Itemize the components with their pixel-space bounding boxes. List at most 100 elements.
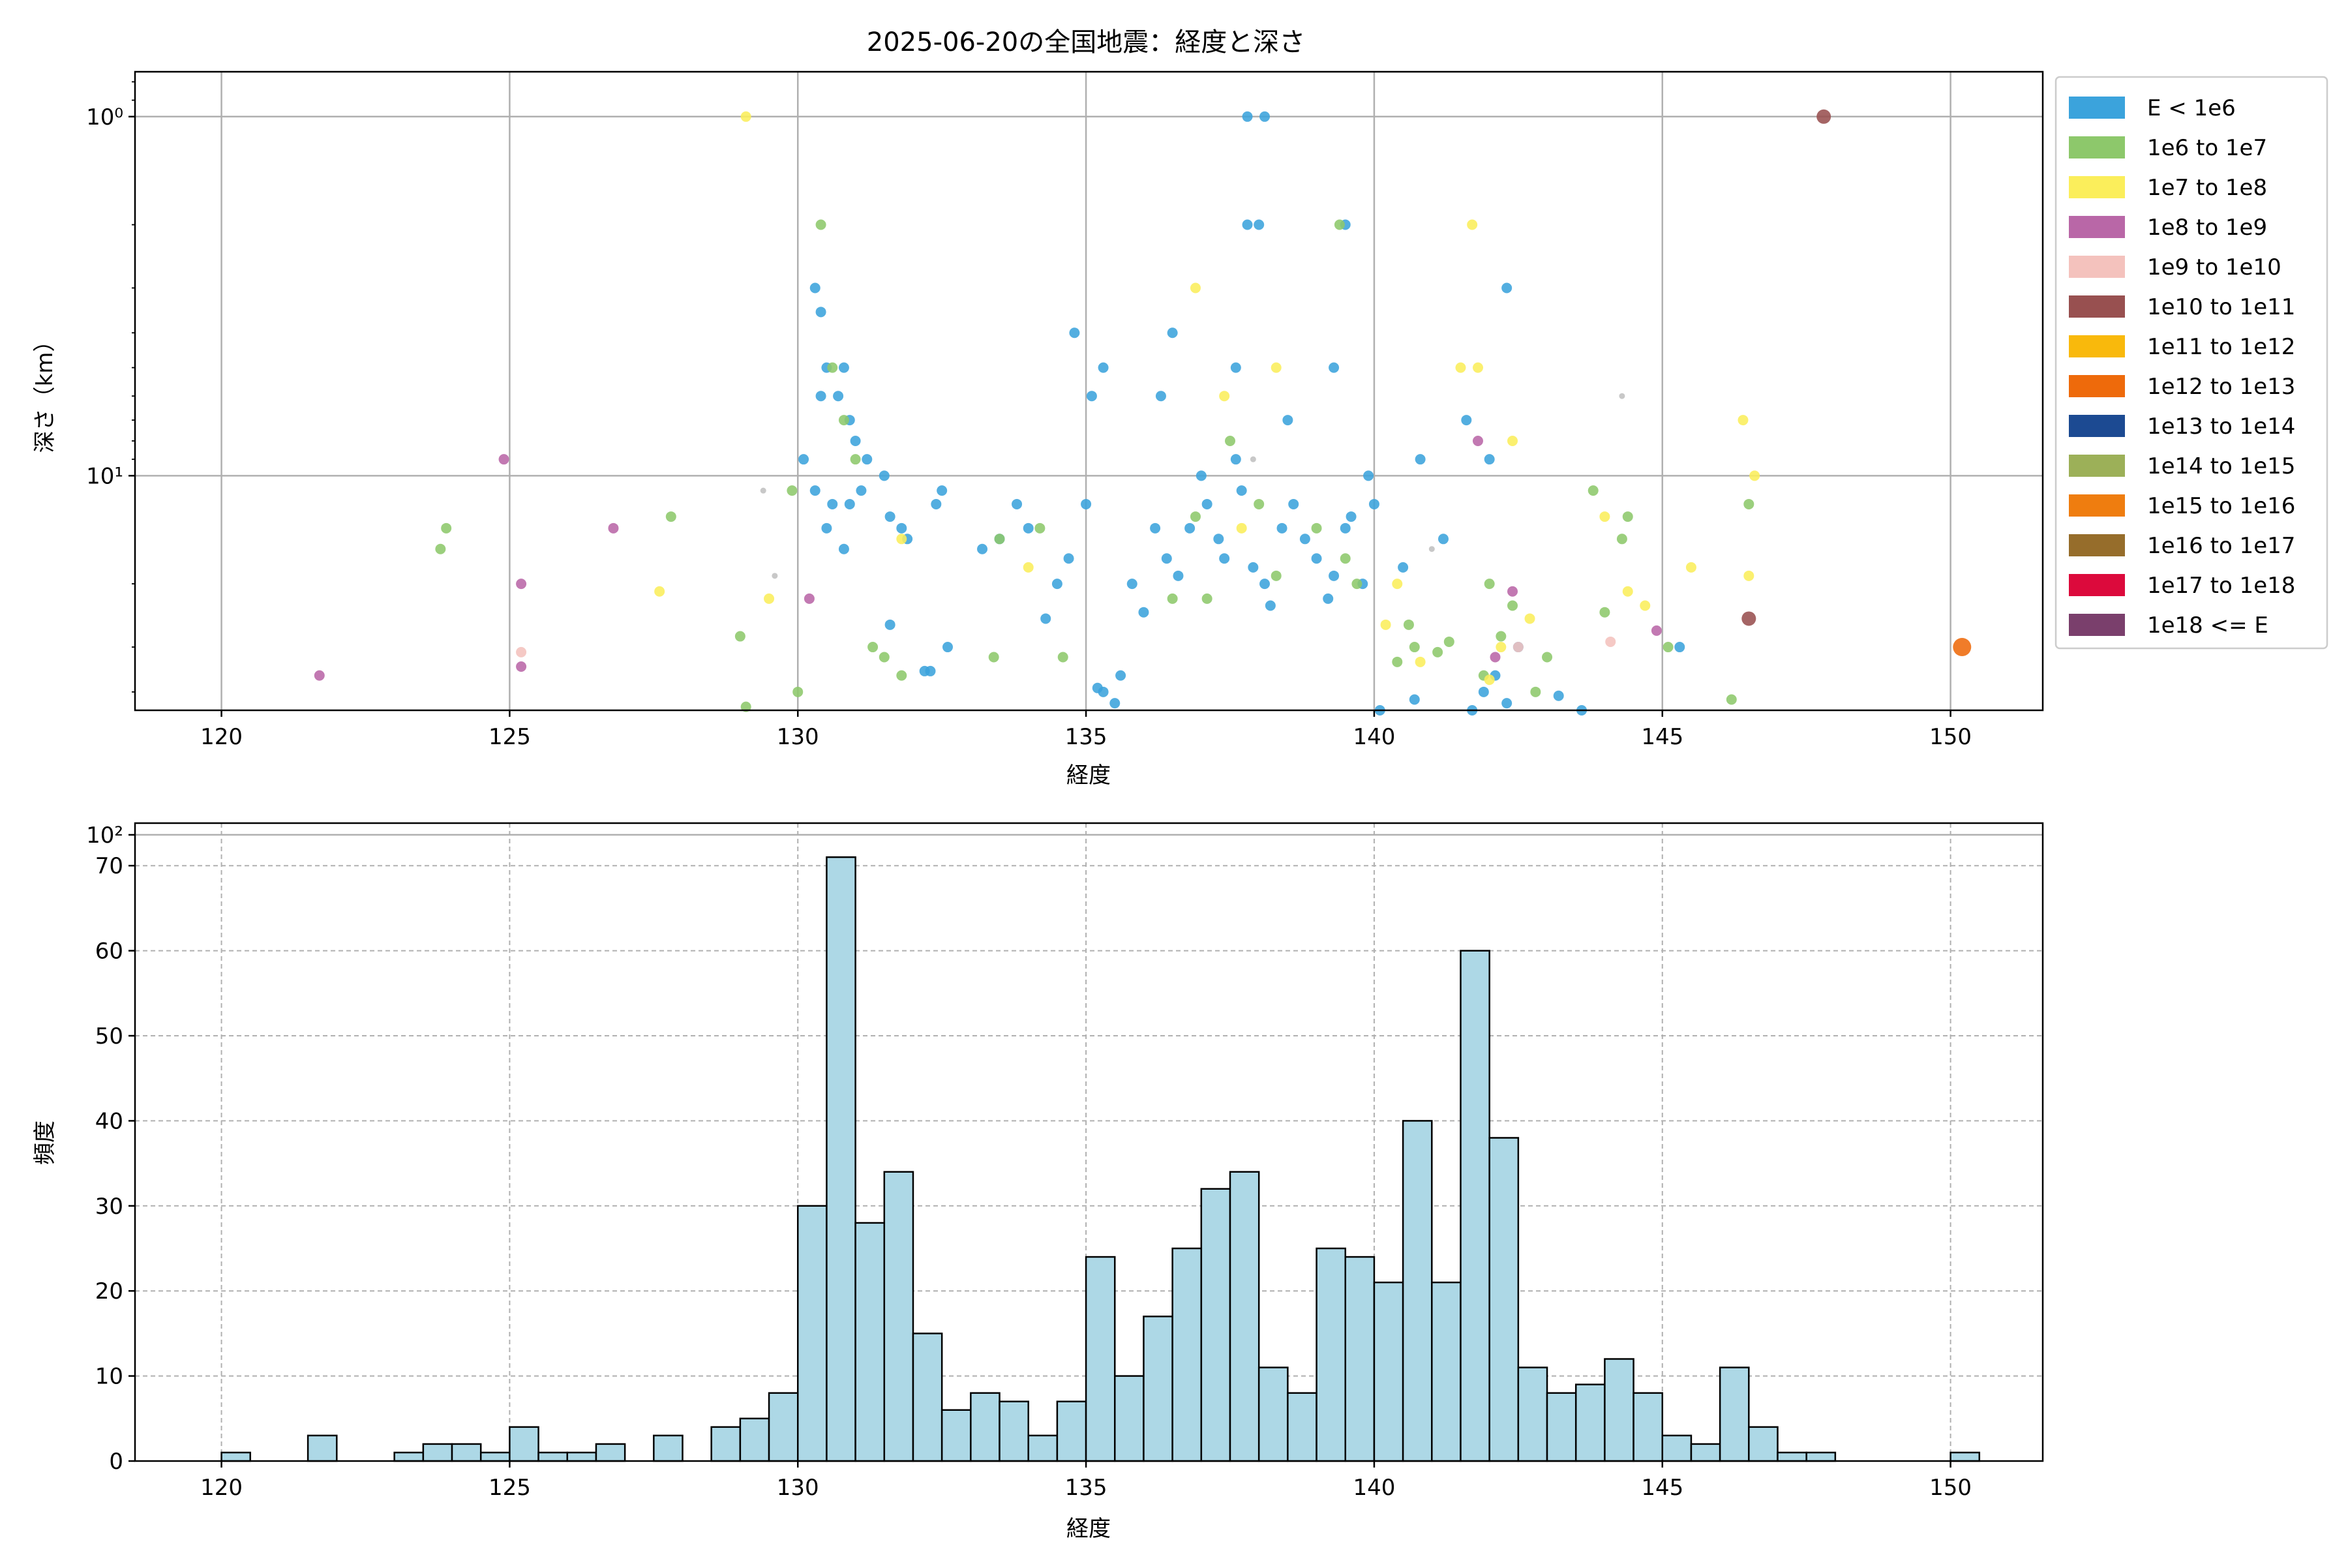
scatter-point — [1428, 546, 1435, 552]
scatter-point — [1242, 111, 1253, 122]
scatter-point — [1398, 562, 1409, 573]
scatter-point — [1098, 362, 1109, 373]
histogram-bar — [1633, 1392, 1664, 1462]
histogram-bar — [999, 1400, 1029, 1462]
legend-label: 1e12 to 1e13 — [2147, 374, 2295, 400]
scatter-point — [1409, 642, 1420, 653]
scatter-point — [1190, 511, 1201, 522]
scatter-point — [740, 111, 751, 122]
scatter-point — [1012, 498, 1023, 509]
scatter-point — [1674, 642, 1685, 653]
scatter-point — [1726, 694, 1737, 705]
histogram-y-tick-label: 50 — [95, 1023, 123, 1049]
scatter-point — [1530, 686, 1541, 697]
histogram-x-tick-label: 135 — [1065, 1475, 1107, 1501]
scatter-point — [1507, 586, 1518, 597]
scatter-point — [1023, 562, 1034, 573]
histogram-bar — [1229, 1171, 1260, 1462]
scatter-point — [1230, 362, 1241, 373]
scatter-panel: 120 125 130 135 140 145 150 10⁰ 10¹ 10² 経度 深さ（km） — [32, 70, 2044, 849]
scatter-point — [925, 665, 936, 676]
histogram-bar — [307, 1434, 338, 1462]
scatter-point — [516, 661, 527, 672]
histogram-bar — [739, 1417, 770, 1462]
scatter-point — [994, 534, 1005, 545]
scatter-point — [988, 652, 999, 663]
scatter-point — [838, 543, 849, 554]
scatter-point — [1484, 454, 1495, 465]
scatter-x-tick-label: 135 — [1065, 724, 1107, 750]
scatter-point — [1749, 470, 1760, 481]
legend-label: 1e8 to 1e9 — [2147, 215, 2267, 241]
scatter-point — [977, 543, 988, 554]
legend-swatch — [2069, 494, 2125, 517]
histogram-ticks: 120 125 130 135 140 145 150 0 10 20 30 40 50 60 70 — [95, 853, 1972, 1501]
histogram-x-tick-label: 145 — [1641, 1475, 1683, 1501]
scatter-point — [838, 415, 849, 426]
scatter-point — [1599, 511, 1610, 522]
scatter-point — [1542, 652, 1553, 663]
scatter-point — [879, 652, 890, 663]
scatter-x-tick-label: 150 — [1929, 724, 1972, 750]
histogram-y-tick-label: 0 — [109, 1449, 123, 1475]
scatter-point — [1081, 498, 1092, 509]
scatter-point — [838, 362, 849, 373]
scatter-point — [1311, 553, 1322, 564]
histogram-bar — [479, 1451, 511, 1462]
scatter-point — [815, 391, 826, 402]
scatter-point — [1507, 600, 1518, 611]
histogram-bar — [451, 1443, 482, 1462]
scatter-point — [1230, 454, 1241, 465]
histogram-x-tick-label: 120 — [200, 1475, 243, 1501]
scatter-point — [833, 391, 844, 402]
scatter-point — [856, 485, 867, 496]
scatter-point — [844, 498, 855, 509]
scatter-point — [792, 686, 804, 697]
legend-label: 1e14 to 1e15 — [2147, 453, 2295, 479]
histogram-frame — [134, 822, 2044, 1462]
scatter-point — [1167, 327, 1178, 339]
histogram-bar — [1574, 1383, 1606, 1462]
scatter-point — [1351, 579, 1362, 590]
scatter-point — [1063, 553, 1074, 564]
scatter-point — [1098, 686, 1109, 697]
scatter-point — [1196, 470, 1207, 481]
scatter-ticks: 120 125 130 135 140 145 150 10⁰ 10¹ 10² — [86, 81, 1972, 849]
scatter-point — [1346, 511, 1357, 522]
scatter-point — [1743, 498, 1754, 509]
scatter-point — [1219, 553, 1230, 564]
histogram-bar — [1344, 1256, 1376, 1462]
scatter-point — [1743, 570, 1754, 581]
scatter-point — [1282, 415, 1293, 426]
legend-swatch — [2069, 574, 2125, 596]
scatter-point — [1380, 619, 1391, 630]
scatter-point — [1161, 553, 1172, 564]
histogram-bar — [1114, 1375, 1145, 1462]
scatter-point — [1443, 636, 1454, 647]
scatter-point — [498, 454, 509, 465]
scatter-point — [931, 498, 942, 509]
scatter-point — [827, 362, 838, 373]
histogram-x-tick-label: 140 — [1353, 1475, 1395, 1501]
scatter-point — [1184, 522, 1196, 534]
histogram-x-tick-label: 150 — [1929, 1475, 1972, 1501]
scatter-point — [1392, 656, 1403, 667]
figure-title: 2025-06-20の全国地震：経度と深さ — [867, 27, 1305, 57]
scatter-point — [1340, 522, 1351, 534]
scatter-point — [1622, 511, 1633, 522]
scatter-point — [1599, 607, 1610, 618]
scatter-point — [1553, 690, 1564, 701]
scatter-point — [1150, 522, 1161, 534]
scatter-point — [1472, 362, 1483, 373]
scatter-point — [1069, 327, 1080, 339]
histogram-bar — [1316, 1247, 1346, 1462]
histogram-y-tick-label: 40 — [95, 1108, 123, 1134]
legend-swatch — [2069, 455, 2125, 477]
scatter-point — [815, 219, 826, 230]
scatter-point — [1415, 454, 1426, 465]
scatter-point — [1051, 579, 1062, 590]
histogram-bar — [1056, 1400, 1087, 1462]
scatter-point — [1201, 593, 1212, 604]
